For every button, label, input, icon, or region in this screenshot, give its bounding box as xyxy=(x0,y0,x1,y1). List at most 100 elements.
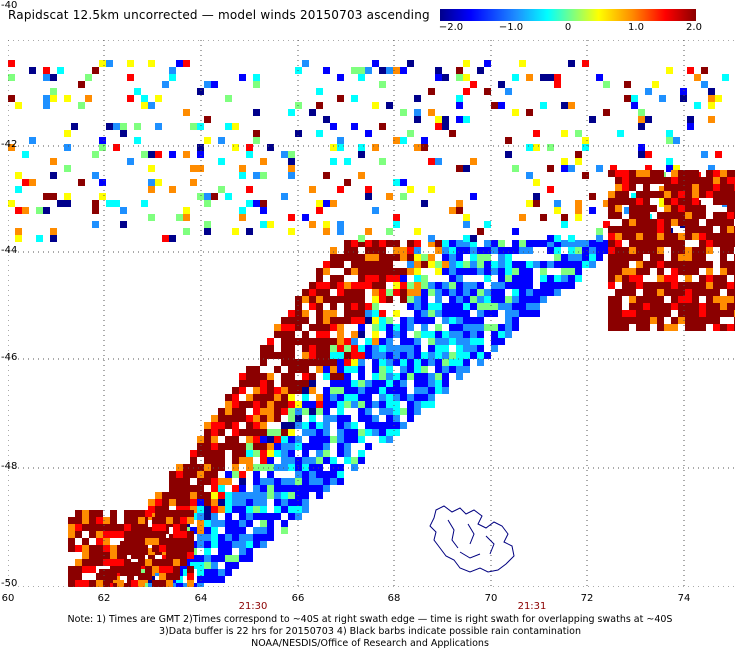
wind-cell xyxy=(671,205,678,212)
wind-cell xyxy=(323,408,330,415)
wind-cell xyxy=(449,317,456,324)
wind-cell xyxy=(288,464,295,471)
plot-title: Rapidscat 12.5km uncorrected — model win… xyxy=(8,8,430,22)
wind-cell xyxy=(421,331,428,338)
wind-cell xyxy=(323,228,330,235)
wind-cell xyxy=(96,580,103,587)
wind-cell xyxy=(491,102,498,109)
wind-cell xyxy=(302,492,309,499)
wind-cell xyxy=(435,158,442,165)
wind-cell xyxy=(512,289,519,296)
wind-cell xyxy=(582,240,589,247)
wind-cell xyxy=(671,317,678,324)
wind-cell xyxy=(372,254,379,261)
wind-cell xyxy=(225,548,232,555)
wind-cell xyxy=(281,485,288,492)
wind-cell xyxy=(372,324,379,331)
wind-cell xyxy=(337,443,344,450)
wind-cell xyxy=(176,60,183,67)
wind-cell xyxy=(685,191,692,198)
wind-cell xyxy=(358,289,365,296)
wind-cell xyxy=(323,359,330,366)
wind-cell xyxy=(706,296,713,303)
wind-cell xyxy=(664,198,671,205)
wind-cell xyxy=(330,317,337,324)
wind-cell xyxy=(526,275,533,282)
wind-cell xyxy=(204,520,211,527)
wind-cell xyxy=(180,524,187,531)
wind-cell xyxy=(365,268,372,275)
wind-cell xyxy=(274,366,281,373)
wind-cell xyxy=(491,310,498,317)
wind-cell xyxy=(302,380,309,387)
wind-cell xyxy=(337,289,344,296)
wind-cell xyxy=(239,429,246,436)
wind-cell xyxy=(699,233,706,240)
wind-cell xyxy=(407,317,414,324)
wind-cell xyxy=(379,394,386,401)
wind-cell xyxy=(246,436,253,443)
wind-cell xyxy=(533,303,540,310)
wind-cell xyxy=(323,324,330,331)
wind-cell xyxy=(568,261,575,268)
wind-cell xyxy=(124,517,131,524)
wind-cell xyxy=(351,422,358,429)
wind-cell xyxy=(512,317,519,324)
wind-cell xyxy=(218,422,225,429)
wind-cell xyxy=(706,310,713,317)
wind-cell xyxy=(166,510,173,517)
wind-cell xyxy=(274,331,281,338)
wind-cell xyxy=(526,240,533,247)
wind-cell xyxy=(512,275,519,282)
wind-cell xyxy=(449,303,456,310)
wind-cell xyxy=(113,583,120,587)
wind-cell xyxy=(323,471,330,478)
wind-cell xyxy=(204,541,211,548)
wind-cell xyxy=(393,179,400,186)
wind-cell xyxy=(197,485,204,492)
wind-cell xyxy=(622,261,629,268)
wind-cell xyxy=(337,387,344,394)
wind-cell xyxy=(671,296,678,303)
wind-cell xyxy=(568,235,575,242)
wind-cell xyxy=(351,289,358,296)
wind-cell xyxy=(232,408,239,415)
wind-cell xyxy=(678,303,685,310)
wind-cell xyxy=(720,247,727,254)
wind-cell xyxy=(449,268,456,275)
wind-cell xyxy=(344,387,351,394)
wind-cell xyxy=(540,275,547,282)
wind-cell xyxy=(204,81,211,88)
wind-cell xyxy=(650,177,657,184)
wind-cell xyxy=(281,527,288,534)
wind-cell xyxy=(498,268,505,275)
wind-cell xyxy=(706,268,713,275)
wind-cell xyxy=(622,268,629,275)
wind-cell xyxy=(302,331,309,338)
wind-cell xyxy=(330,275,337,282)
wind-cell xyxy=(225,478,232,485)
wind-cell xyxy=(8,200,15,207)
wind-cell xyxy=(323,478,330,485)
wind-cell xyxy=(671,275,678,282)
wind-cell xyxy=(615,212,622,219)
note-line: NOAA/NESDIS/Office of Research and Appli… xyxy=(251,638,489,649)
wind-cell xyxy=(706,233,713,240)
wind-cell xyxy=(393,401,400,408)
wind-cell xyxy=(664,303,671,310)
wind-cell xyxy=(664,226,671,233)
wind-cell xyxy=(603,240,610,247)
wind-cell xyxy=(197,569,204,576)
wind-cell xyxy=(629,212,636,219)
wind-cell xyxy=(456,317,463,324)
wind-cell xyxy=(337,345,344,352)
wind-cell xyxy=(316,317,323,324)
wind-cell xyxy=(316,200,323,207)
wind-cell xyxy=(547,74,554,81)
wind-cell xyxy=(96,538,103,545)
wind-cell xyxy=(608,296,615,303)
wind-cell xyxy=(400,137,407,144)
wind-cell xyxy=(197,506,204,513)
wind-cell xyxy=(526,200,533,207)
wind-cell xyxy=(512,310,519,317)
